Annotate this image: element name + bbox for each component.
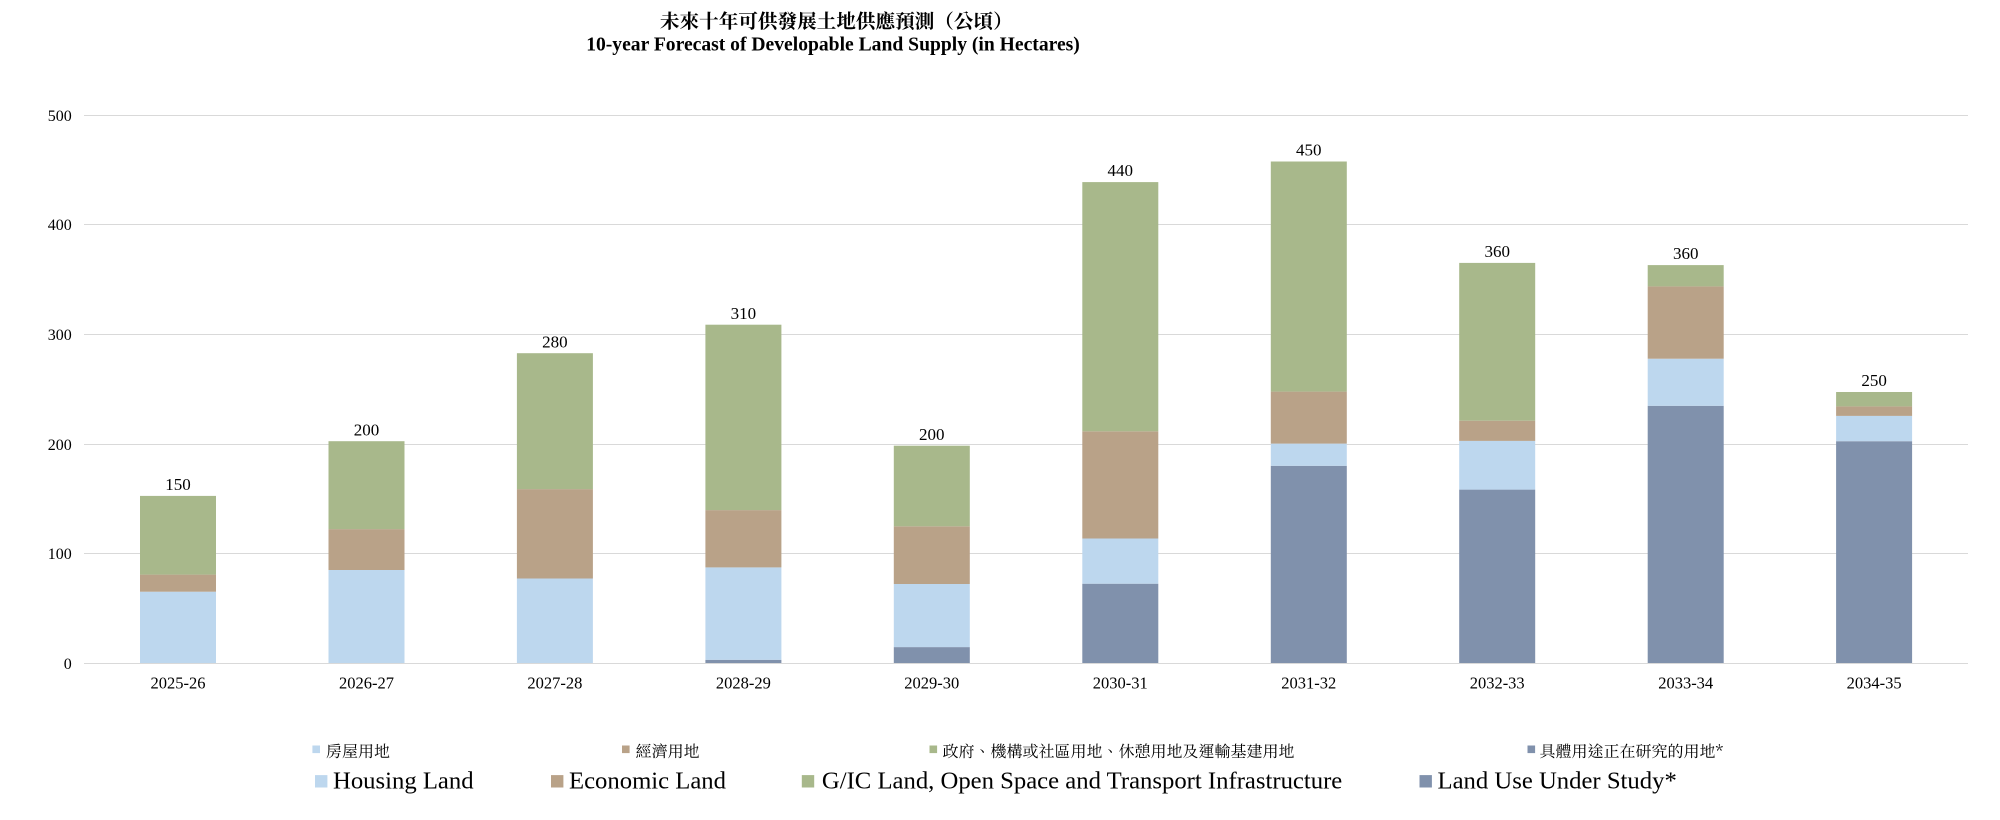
svg-text:2027-28: 2027-28 (527, 674, 582, 693)
svg-text:2033-34: 2033-34 (1658, 674, 1713, 693)
svg-text:10-year Forecast of Developabl: 10-year Forecast of Developable Land Sup… (586, 35, 1080, 56)
svg-text:2028-29: 2028-29 (716, 674, 771, 693)
svg-text:2025-26: 2025-26 (151, 674, 206, 693)
svg-text:2034-35: 2034-35 (1847, 674, 1902, 693)
svg-text:280: 280 (542, 332, 568, 351)
svg-text:Land Use Under Study*: Land Use Under Study* (1438, 768, 1677, 795)
svg-text:300: 300 (48, 327, 72, 344)
svg-text:Housing Land: Housing Land (333, 768, 474, 795)
svg-text:400: 400 (48, 217, 72, 234)
svg-text:2032-33: 2032-33 (1470, 674, 1525, 693)
svg-text:360: 360 (1673, 244, 1699, 263)
svg-text:2026-27: 2026-27 (339, 674, 394, 693)
svg-text:G/IC Land, Open Space and Tran: G/IC Land, Open Space and Transport Infr… (822, 768, 1342, 795)
svg-text:440: 440 (1108, 161, 1134, 180)
svg-text:100: 100 (48, 546, 72, 563)
svg-text:200: 200 (48, 437, 72, 454)
svg-text:500: 500 (48, 108, 72, 125)
svg-text:200: 200 (919, 425, 945, 444)
svg-text:250: 250 (1861, 371, 1887, 390)
svg-text:200: 200 (354, 420, 380, 439)
svg-text:150: 150 (165, 475, 191, 494)
svg-text:2030-31: 2030-31 (1093, 674, 1148, 693)
svg-text:Economic Land: Economic Land (569, 768, 727, 795)
svg-text:0: 0 (64, 656, 72, 673)
svg-text:2029-30: 2029-30 (904, 674, 959, 693)
svg-text:450: 450 (1296, 141, 1322, 160)
svg-text:360: 360 (1484, 242, 1510, 261)
svg-text:2031-32: 2031-32 (1281, 674, 1336, 693)
svg-text:310: 310 (731, 304, 757, 323)
